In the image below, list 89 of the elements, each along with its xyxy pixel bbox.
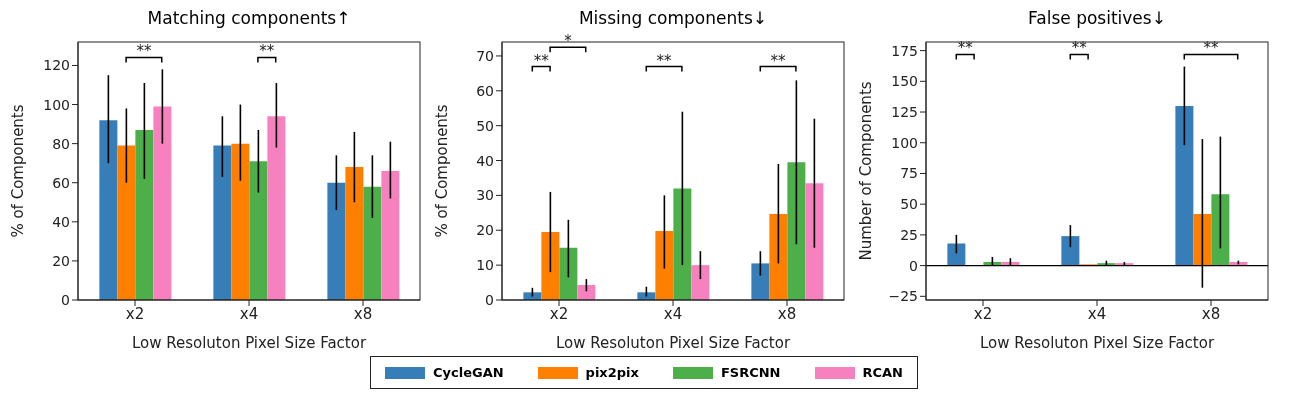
y-tick-label: 40 <box>52 213 70 230</box>
y-tick-label: 60 <box>476 82 494 99</box>
x-axis-title: Low Resoluton Pixel Size Factor <box>555 334 791 352</box>
bar <box>117 145 136 300</box>
y-tick-label: 100 <box>891 134 918 151</box>
y-tick-label: 80 <box>52 135 70 152</box>
y-tick-label: 30 <box>476 187 494 204</box>
y-tick-label: 10 <box>476 257 494 274</box>
bar <box>231 143 250 300</box>
y-tick-label: 50 <box>900 196 918 213</box>
annotation: ** <box>656 51 673 70</box>
y-axis-title: Number of Components <box>857 81 876 261</box>
x-tick-label: x8 <box>777 304 797 323</box>
bar <box>637 292 656 300</box>
y-tick-label: 70 <box>476 47 494 64</box>
significance-bracket: ** <box>955 39 975 61</box>
bar <box>249 161 268 300</box>
bar <box>99 120 118 300</box>
annotation: ** <box>136 42 152 61</box>
bar <box>541 232 560 300</box>
x-axis-title: Low Resoluton Pixel Size Factor <box>979 334 1215 352</box>
legend-label: RCAN <box>862 365 903 380</box>
x-tick-label: x4 <box>239 304 259 323</box>
bar <box>363 186 382 300</box>
bar <box>135 129 154 300</box>
y-tick-label: 50 <box>476 117 494 134</box>
bar <box>267 116 286 300</box>
y-tick-label: 40 <box>476 152 494 169</box>
y-tick-label: 175 <box>891 42 918 59</box>
bar <box>751 263 770 300</box>
y-tick-label: 0 <box>485 291 494 308</box>
x-tick-label: x2 <box>549 304 569 323</box>
significance-bracket: ** <box>125 42 163 64</box>
bar <box>1175 105 1194 266</box>
y-tick-label: 150 <box>891 73 918 90</box>
bar <box>1061 236 1080 266</box>
annotation: * <box>564 32 573 51</box>
bar <box>213 145 232 300</box>
bar <box>947 243 966 266</box>
chart-title: False positives↓ <box>1027 8 1167 28</box>
x-tick-label: x8 <box>1201 304 1221 323</box>
significance-bracket: ** <box>1069 39 1089 61</box>
significance-bracket: ** <box>257 42 277 64</box>
annotation: ** <box>770 51 787 70</box>
x-tick-label: x2 <box>125 304 145 323</box>
y-tick-label: −25 <box>888 288 918 305</box>
bar <box>691 265 710 300</box>
y-tick-label: 125 <box>891 104 918 120</box>
significance-bracket: ** <box>1183 39 1239 61</box>
y-tick-label: 100 <box>43 96 70 113</box>
significance-bracket: * <box>549 34 587 53</box>
chart-title: Missing components↓ <box>577 8 769 28</box>
annotation: ** <box>1203 39 1219 58</box>
bar <box>769 213 788 300</box>
y-tick-label: 120 <box>43 57 70 74</box>
y-axis-title: % of Components <box>433 104 452 238</box>
bar <box>559 247 578 300</box>
y-tick-label: 0 <box>61 291 70 308</box>
x-tick-label: x2 <box>973 304 993 323</box>
significance-bracket: ** <box>645 51 683 73</box>
y-axis-title: % of Components <box>9 104 28 238</box>
y-tick-label: 75 <box>900 165 918 182</box>
significance-bracket: ** <box>531 51 551 73</box>
bar <box>345 167 364 300</box>
bar <box>381 171 400 300</box>
x-axis-title: Low Resoluton Pixel Size Factor <box>131 334 367 352</box>
bar <box>787 162 806 300</box>
y-tick-label: 0 <box>909 257 918 274</box>
legend-label: CycleGAN <box>432 365 504 380</box>
y-tick-label: 60 <box>52 174 70 191</box>
bar <box>673 188 692 300</box>
bar <box>523 292 542 300</box>
significance-bracket: ** <box>759 51 797 73</box>
bar <box>153 106 172 300</box>
legend-label: FSRCNN <box>720 365 781 380</box>
bar <box>805 183 824 300</box>
y-tick-label: 25 <box>900 226 918 243</box>
chart-title: Matching components↑ <box>146 8 352 28</box>
bar <box>655 230 674 300</box>
bar <box>1193 214 1212 266</box>
x-tick-label: x4 <box>663 304 683 323</box>
y-tick-label: 20 <box>476 222 494 239</box>
bar <box>327 182 346 300</box>
bar <box>1211 194 1230 266</box>
y-tick-label: 20 <box>52 252 70 269</box>
x-tick-label: x8 <box>353 304 373 323</box>
bar <box>577 285 596 300</box>
x-tick-label: x4 <box>1087 304 1107 323</box>
legend-label: pix2pix <box>585 365 639 380</box>
